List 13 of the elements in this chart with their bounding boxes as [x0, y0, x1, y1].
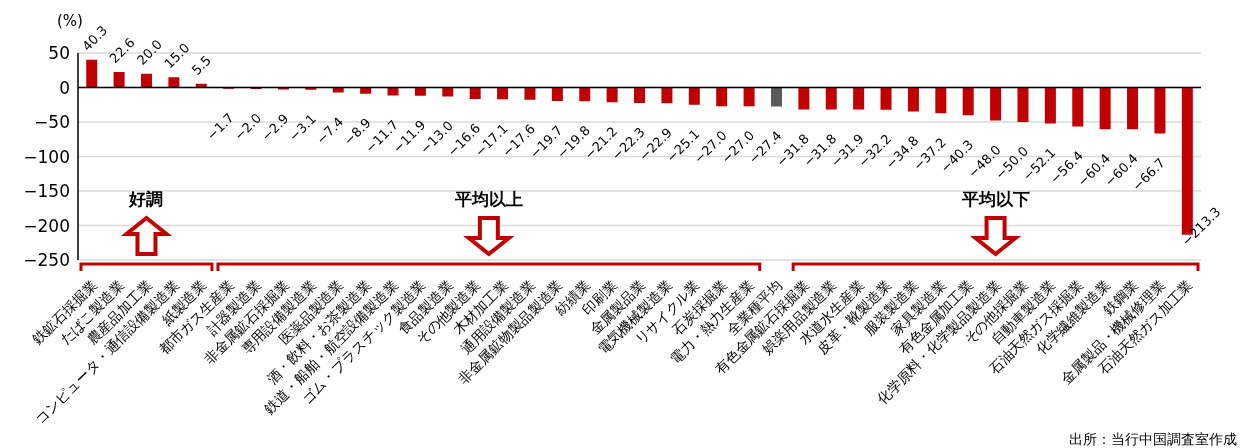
y-tick-label: −50: [34, 112, 70, 133]
annotation: 平均以上: [453, 189, 523, 209]
y-tick-label: −200: [23, 215, 70, 236]
y-tick-label: −100: [23, 146, 70, 167]
y-tick-label: −250: [23, 250, 70, 271]
y-tick-label: −150: [23, 181, 70, 202]
annotation: 平均以下: [960, 189, 1030, 209]
annotation: 好調: [128, 189, 164, 209]
data-label: 5.5: [188, 52, 215, 78]
y-axis-title: (%): [57, 12, 83, 30]
y-tick-label: 50: [48, 43, 70, 64]
y-tick-label: 0: [59, 77, 70, 98]
text: 出所：当行中国調査室作成: [1069, 431, 1237, 447]
